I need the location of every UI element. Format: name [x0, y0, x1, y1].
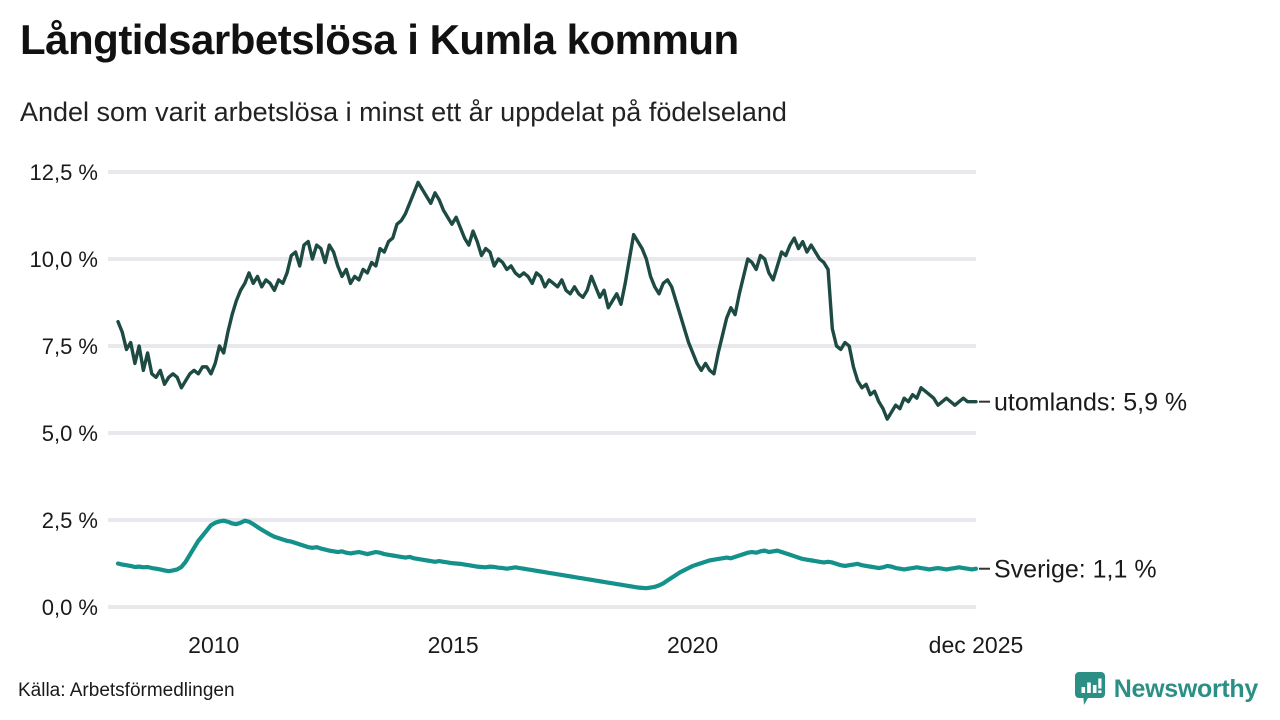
series-line-utomlands: [116, 180, 978, 421]
source-note: Källa: Arbetsförmedlingen: [18, 680, 235, 701]
series-label-Sverige: Sverige: 1,1 %: [994, 556, 1157, 584]
y-axis-tick-label: 2,5 %: [42, 508, 98, 533]
logo-wordmark: Newsworthy: [1113, 674, 1259, 703]
x-axis-tick-label: dec 2025: [929, 632, 1024, 658]
newsworthy-logo[interactable]: Newsworthy: [1074, 672, 1259, 706]
gridlines: [108, 170, 976, 609]
series-annotations: utomlands: 5,9 % Sverige: 1,1 %: [979, 389, 1187, 584]
y-axis-tick-label: 5,0 %: [42, 421, 98, 446]
page-subtitle: Andel som varit arbetslösa i minst ett å…: [20, 97, 787, 127]
series-paths: [115, 180, 979, 591]
newsworthy-bubble-icon: [1074, 672, 1105, 705]
x-axis-tick-label: 2015: [428, 632, 479, 658]
chart-canvas: 0,0 %2,5 %5,0 %7,5 %10,0 %12,5 % 2010 201…: [30, 160, 1188, 658]
y-axis-tick-label: 12,5 %: [30, 160, 99, 185]
series-label-utomlands: utomlands: 5,9 %: [994, 389, 1187, 417]
y-axis-labels: 0,0 % 2,5 % 5,0 % 7,5 % 10,0 % 12,5 %: [30, 160, 99, 620]
x-axis-labels: 2010 2015 2020 dec 2025: [188, 632, 1023, 658]
y-axis-tick-label: 10,0 %: [30, 247, 99, 272]
y-axis-tick-label: 7,5 %: [42, 334, 98, 359]
x-axis-tick-label: 2020: [667, 632, 718, 658]
x-axis-tick-label: 2010: [188, 632, 239, 658]
y-axis-tick-label: 0,0 %: [42, 595, 98, 620]
page-title: Långtidsarbetslösa i Kumla kommun: [20, 16, 739, 63]
line-chart: 0,0 % 2,5 % 5,0 % 7,5 % 10,0 % 12,5 % 2010 201…: [0, 150, 1280, 670]
series-line-Sverige: [115, 518, 979, 591]
